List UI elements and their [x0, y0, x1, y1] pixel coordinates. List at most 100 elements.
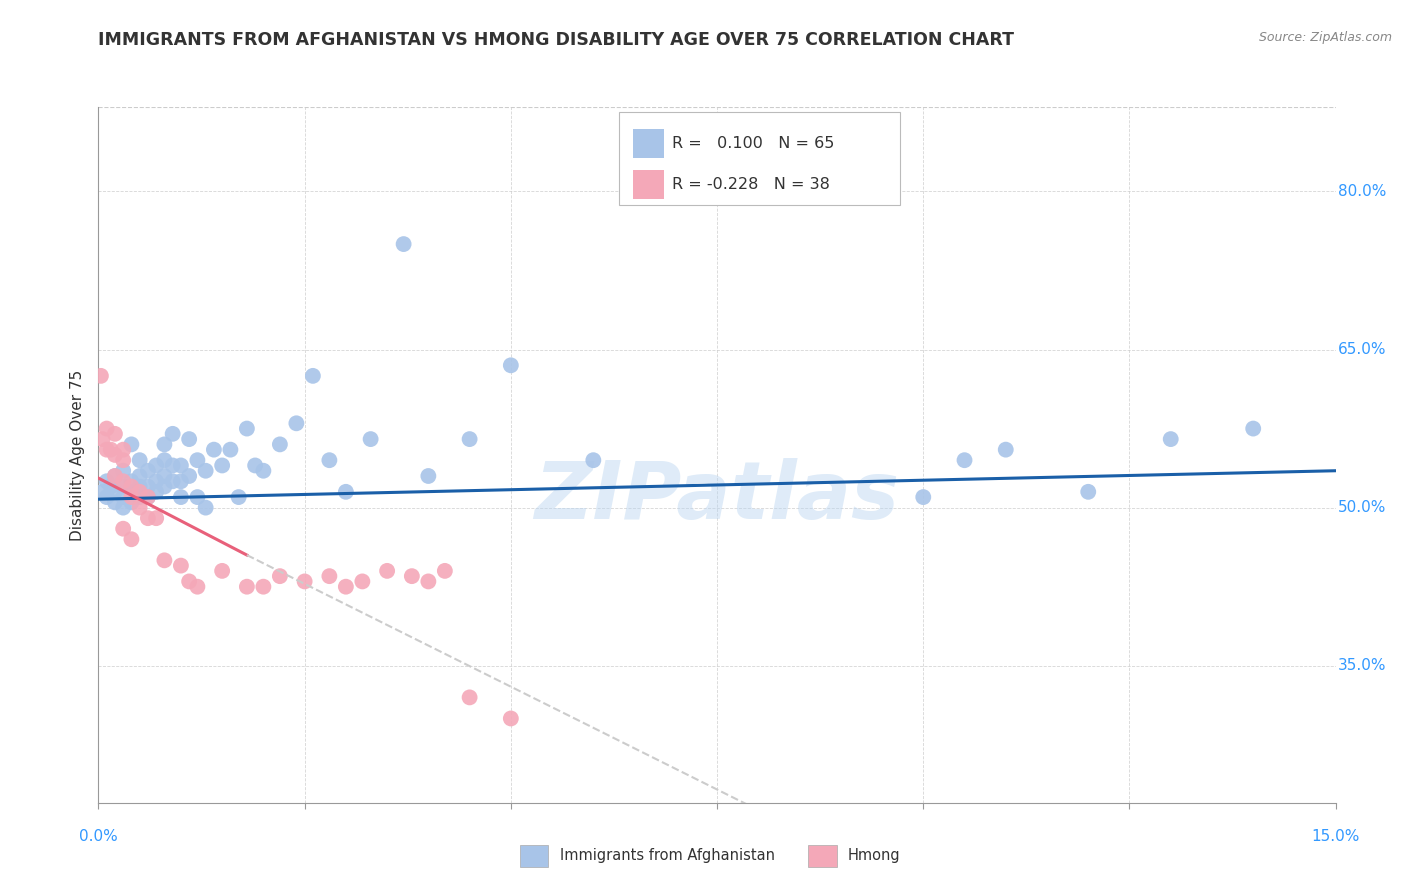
Text: IMMIGRANTS FROM AFGHANISTAN VS HMONG DISABILITY AGE OVER 75 CORRELATION CHART: IMMIGRANTS FROM AFGHANISTAN VS HMONG DIS…	[98, 31, 1014, 49]
Text: Source: ZipAtlas.com: Source: ZipAtlas.com	[1258, 31, 1392, 45]
Point	[104, 469, 127, 483]
Point	[352, 574, 374, 589]
Point	[112, 453, 135, 467]
Point	[302, 368, 325, 383]
Point	[153, 553, 176, 567]
Text: 0.0%: 0.0%	[79, 830, 118, 844]
Point	[128, 500, 150, 515]
Point	[228, 490, 250, 504]
Point	[145, 458, 167, 473]
Text: 65.0%: 65.0%	[1339, 342, 1386, 357]
Point	[90, 368, 112, 383]
Point	[458, 432, 481, 446]
Point	[392, 237, 415, 252]
Point	[128, 469, 150, 483]
Point	[360, 432, 382, 446]
Point	[153, 469, 176, 483]
Point	[179, 574, 201, 589]
Point	[128, 490, 150, 504]
Point	[120, 437, 142, 451]
Point	[112, 442, 135, 457]
Point	[112, 500, 135, 515]
Point	[499, 711, 522, 725]
Point	[418, 574, 440, 589]
Text: 35.0%: 35.0%	[1339, 658, 1386, 673]
Text: Hmong: Hmong	[848, 848, 900, 863]
Point	[335, 484, 357, 499]
Text: ZIPatlas: ZIPatlas	[534, 458, 900, 536]
Point	[104, 469, 127, 483]
Point	[104, 495, 127, 509]
Point	[136, 490, 159, 504]
Point	[120, 533, 142, 547]
Point	[219, 442, 242, 457]
Point	[401, 569, 423, 583]
Point	[318, 453, 340, 467]
Point	[269, 437, 291, 451]
Point	[211, 564, 233, 578]
Point	[112, 490, 135, 504]
Point	[186, 580, 208, 594]
Point	[170, 458, 193, 473]
Point	[285, 417, 308, 431]
Point	[211, 458, 233, 473]
Point	[100, 442, 122, 457]
Point	[194, 464, 217, 478]
Point	[1160, 432, 1182, 446]
Point	[1241, 421, 1264, 435]
Text: 80.0%: 80.0%	[1339, 184, 1386, 199]
Text: 15.0%: 15.0%	[1312, 830, 1360, 844]
Point	[582, 453, 605, 467]
Point	[179, 469, 201, 483]
Point	[120, 490, 142, 504]
Point	[243, 458, 266, 473]
Point	[433, 564, 456, 578]
Point	[236, 421, 259, 435]
Point	[96, 490, 118, 504]
Point	[252, 464, 274, 478]
Point	[1077, 484, 1099, 499]
Point	[194, 500, 217, 515]
Point	[162, 426, 184, 441]
Point	[170, 490, 193, 504]
Point	[128, 453, 150, 467]
Point	[91, 484, 114, 499]
Point	[104, 426, 127, 441]
Point	[170, 475, 193, 489]
Point	[112, 479, 135, 493]
Point	[136, 511, 159, 525]
Point	[96, 475, 118, 489]
Point	[458, 690, 481, 705]
Point	[145, 511, 167, 525]
Y-axis label: Disability Age Over 75: Disability Age Over 75	[70, 369, 86, 541]
Point	[162, 475, 184, 489]
Point	[179, 432, 201, 446]
Point	[145, 484, 167, 499]
Point	[112, 464, 135, 478]
Point	[145, 475, 167, 489]
Point	[128, 479, 150, 493]
Point	[96, 442, 118, 457]
Point	[318, 569, 340, 583]
Point	[269, 569, 291, 583]
Point	[91, 432, 114, 446]
Point	[912, 490, 935, 504]
Point	[120, 475, 142, 489]
Point	[120, 484, 142, 499]
Point	[112, 522, 135, 536]
Point	[120, 495, 142, 509]
Text: 50.0%: 50.0%	[1339, 500, 1386, 515]
Point	[153, 437, 176, 451]
Point	[418, 469, 440, 483]
Point	[153, 479, 176, 493]
Point	[112, 475, 135, 489]
Point	[186, 490, 208, 504]
Point	[162, 458, 184, 473]
Text: Immigrants from Afghanistan: Immigrants from Afghanistan	[560, 848, 775, 863]
Point	[136, 490, 159, 504]
Point	[202, 442, 225, 457]
Point	[153, 453, 176, 467]
Point	[136, 479, 159, 493]
Point	[252, 580, 274, 594]
Point	[499, 359, 522, 373]
